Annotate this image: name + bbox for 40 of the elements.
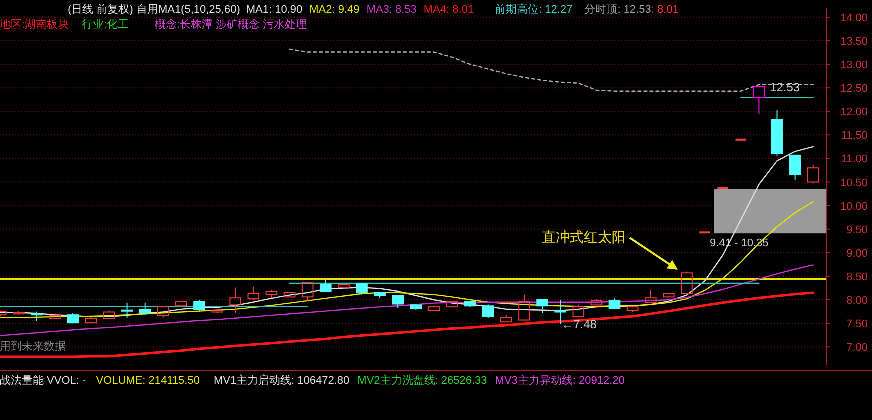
annotation: 概念:长株潭 涉矿概念 污水处理 [155, 18, 308, 31]
y-tick-label: 12.00 [840, 106, 868, 119]
y-tick-label: 11.00 [841, 154, 868, 166]
annotation: : 8.01 [651, 4, 679, 16]
text: MA2: 9.49 [310, 4, 360, 16]
y-tick-label: 14.00 [840, 12, 868, 24]
y-tick-label: 8.00 [846, 295, 868, 308]
annotation: 12.53 [770, 80, 800, 95]
annotation: ←7.48 [562, 317, 598, 332]
line-series [0, 264, 814, 336]
y-tick-label: 13.50 [840, 36, 868, 48]
annotation: 地区:湖南板块 [0, 18, 70, 31]
y-tick-label: 9.50 [846, 224, 868, 236]
annotation: 直冲式红太阳 [542, 229, 626, 245]
candlestick [230, 287, 242, 314]
y-tick-label: 13.00 [840, 60, 868, 72]
annotation: (日线 前复权) 自用MA1(5,10,25,60) [68, 3, 240, 16]
line-series [0, 292, 815, 358]
y-tick-label: 11.50 [841, 130, 868, 142]
annotation: 分时顶: 12.53 [584, 3, 652, 16]
y-tick-label: 10.50 [840, 177, 868, 190]
line-series [289, 48, 814, 92]
text: MV2主力洗盘线: 26526.33 [358, 374, 488, 387]
annotation: 前期高位: 12.27 [495, 3, 573, 16]
text: MA1: 10.90 [246, 4, 303, 16]
y-tick-label: 9.00 [846, 248, 868, 260]
text: MV1主力启动线: 106472.80 [214, 374, 350, 387]
y-tick-label: 8.50 [846, 271, 868, 284]
text: MV3主力异动线: 20912.20 [495, 374, 625, 387]
annotation: 用到未来数据 [0, 340, 66, 353]
candlestick [121, 302, 134, 318]
text: MA4: 8.01 [424, 4, 474, 16]
y-tick-label: 12.50 [840, 83, 868, 96]
y-tick-label: 7.00 [846, 342, 868, 354]
text: VOLUME: 214115.50 [96, 375, 200, 387]
annotation: 行业:化工 [82, 18, 130, 31]
text: MA3: 8.53 [366, 4, 417, 16]
y-tick-label: 7.50 [846, 318, 868, 331]
y-tick-label: 10.00 [840, 200, 868, 213]
text: 战法量能 VVOL: - [0, 374, 87, 387]
